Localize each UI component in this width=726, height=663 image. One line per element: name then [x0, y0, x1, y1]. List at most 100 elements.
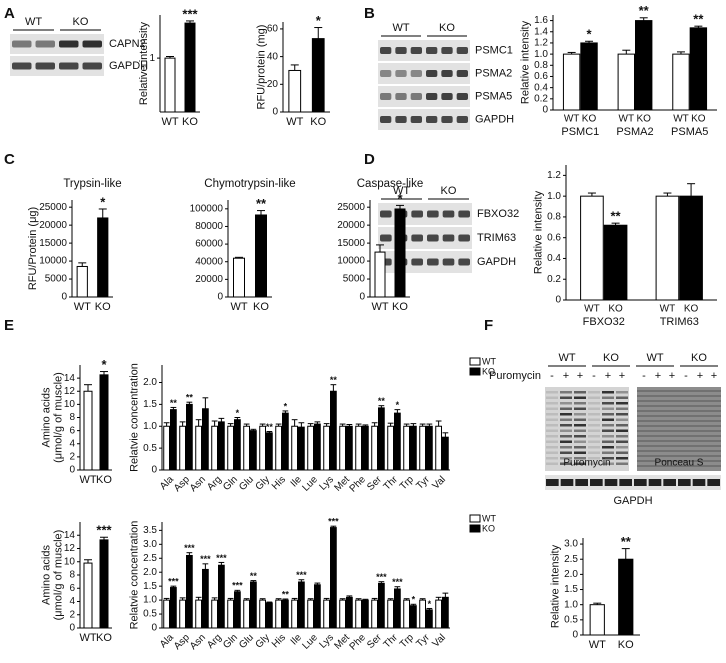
blot-smear	[602, 429, 614, 432]
blot-smear	[560, 413, 572, 416]
blot-band	[590, 479, 603, 486]
y-tick-label: 1.0	[564, 599, 578, 610]
blot-band	[634, 479, 647, 486]
y-tick-label: 0	[61, 292, 67, 303]
blot-smear	[637, 405, 721, 407]
y-tick-label: 8	[69, 412, 75, 423]
x-tick-label: WT	[286, 116, 303, 128]
bar-label: WT	[660, 304, 676, 315]
loading-label: GAPDH	[613, 495, 652, 507]
blot-strip	[378, 40, 470, 61]
stain-label: Ponceau S	[655, 458, 704, 469]
panel-label: B	[364, 5, 375, 22]
blot-smear	[574, 396, 586, 399]
blot-strip	[378, 203, 472, 225]
x-tick-label: TRIM63	[660, 316, 699, 328]
bar	[170, 409, 177, 471]
blot-band	[59, 62, 79, 70]
blot-smear	[637, 425, 721, 427]
blot-band	[380, 210, 392, 218]
bar	[195, 425, 203, 471]
blot-smear	[560, 418, 572, 421]
blot-smear	[637, 460, 721, 462]
y-tick-label: 2.0	[143, 567, 157, 578]
bar	[403, 425, 410, 471]
bar	[323, 425, 330, 471]
blot-band	[380, 116, 392, 123]
blot-smear	[560, 457, 572, 460]
blot-band	[395, 70, 407, 77]
bar	[394, 412, 401, 471]
y-tick-label: 0	[217, 292, 223, 303]
y-tick-label: 1.0	[534, 49, 548, 60]
blot-smear	[574, 451, 586, 454]
bar	[314, 584, 321, 629]
x-tick-label: FBXO32	[583, 316, 625, 328]
x-tick-label: KO	[618, 639, 634, 651]
blot-smear	[616, 457, 628, 460]
lane-sign: +	[711, 370, 717, 382]
blot-smear	[574, 391, 586, 394]
y-tick-label: 0.6	[547, 232, 561, 243]
row-label: FBXO32	[477, 208, 519, 220]
blot-smear	[546, 407, 558, 410]
blot-smear	[546, 457, 558, 460]
lane-sign: +	[697, 370, 703, 382]
bar	[618, 558, 634, 636]
blot-smear	[588, 413, 600, 416]
blot-smear	[560, 402, 572, 405]
bar	[435, 425, 442, 471]
bar	[298, 426, 305, 471]
significance: ***	[168, 577, 179, 587]
bar	[259, 599, 266, 629]
blot-band	[427, 210, 439, 218]
blot-smear	[574, 413, 586, 416]
bar	[195, 599, 203, 629]
y-axis-label: (μmol/g of muscle)	[52, 372, 64, 463]
blot-band	[678, 479, 691, 486]
group-label: KO	[439, 22, 455, 34]
significance: ***	[184, 543, 195, 553]
legend-label: KO	[482, 523, 495, 533]
bar	[186, 554, 193, 629]
bar	[76, 265, 88, 298]
x-tick-label: KO	[96, 474, 112, 486]
row-label: TRIM63	[477, 232, 516, 244]
blot-smear	[588, 440, 600, 443]
lane-sign: +	[619, 370, 625, 382]
bar-label: KO	[684, 304, 699, 315]
y-tick-label: 0	[359, 292, 365, 303]
y-tick-label: 8	[69, 570, 75, 581]
blot-smear	[574, 440, 586, 443]
blot-smear	[546, 435, 558, 438]
blot-strip	[10, 56, 104, 76]
group-label: KO	[603, 352, 619, 364]
y-tick-label: 0.8	[534, 60, 548, 71]
bar	[234, 591, 241, 629]
blot-smear	[546, 429, 558, 432]
y-axis-label: Amino acids	[40, 387, 52, 447]
blot-smear	[560, 396, 572, 399]
blot-smear	[616, 391, 628, 394]
bar-label: KO	[691, 114, 706, 125]
bar	[339, 599, 346, 629]
y-tick-label: 1.4	[534, 26, 548, 37]
blot-smear	[560, 446, 572, 449]
legend-swatch	[469, 357, 481, 366]
blot-smear	[574, 424, 586, 427]
y-tick-label: 0	[542, 105, 548, 116]
blot-smear	[560, 391, 572, 394]
bar	[403, 599, 410, 629]
blot-smear	[574, 402, 586, 405]
blot-smear	[616, 440, 628, 443]
bar	[426, 609, 433, 629]
blot-strip	[378, 63, 470, 84]
y-axis-label: RFU/Protein (μg)	[27, 207, 39, 290]
y-tick-label: 2.0	[564, 569, 578, 580]
x-tick-label: WT	[230, 301, 247, 313]
blot-band	[12, 40, 32, 48]
y-tick-label: 10000	[337, 256, 365, 267]
blot-smear	[588, 446, 600, 449]
blot-band	[59, 40, 79, 48]
